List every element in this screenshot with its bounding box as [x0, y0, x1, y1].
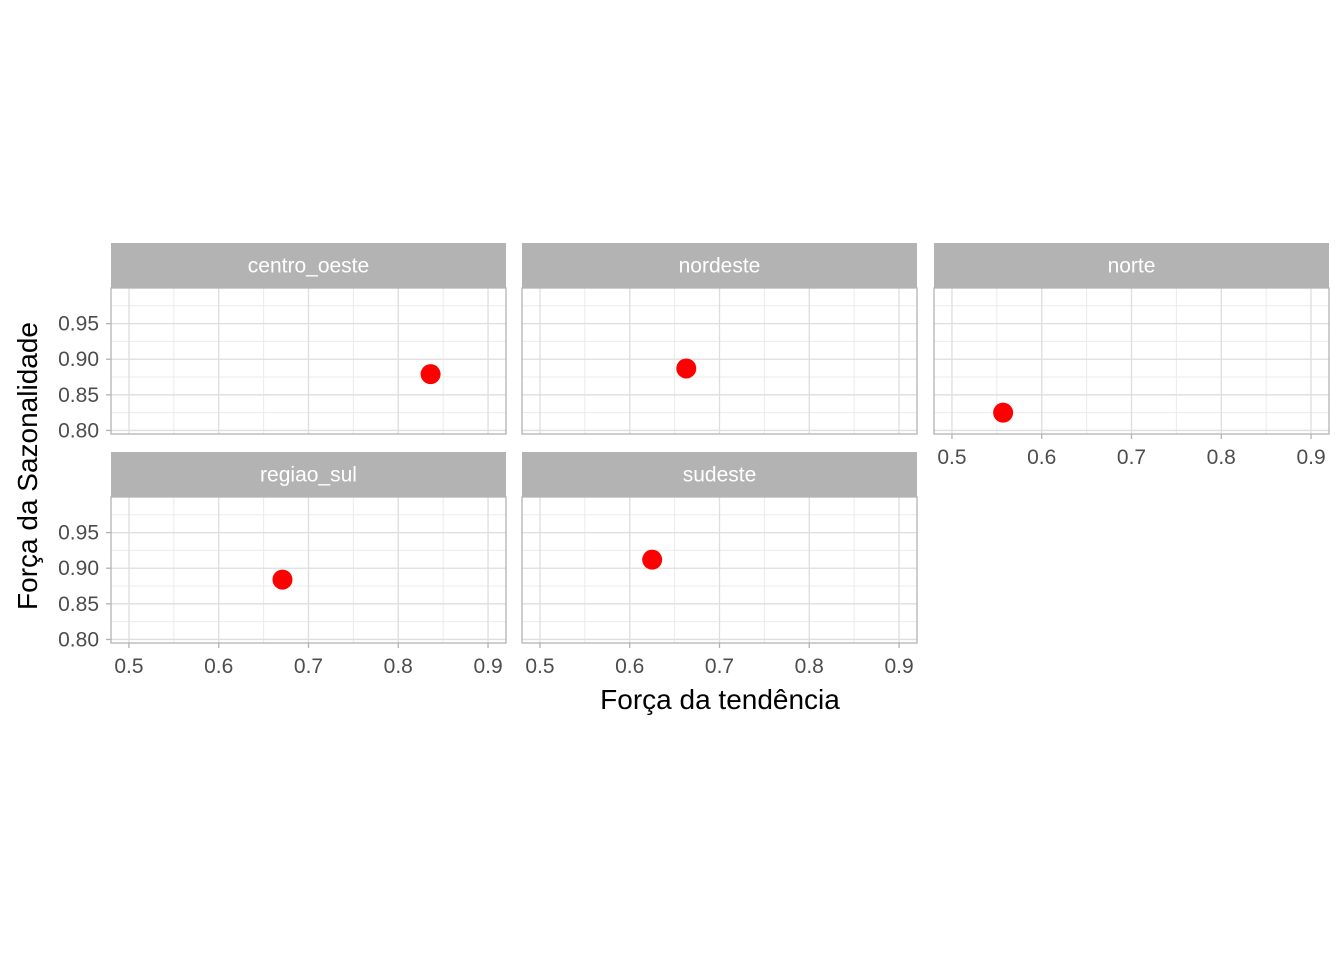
- y-tick-label: 0.80: [58, 628, 99, 651]
- x-tick-label: 0.6: [1027, 446, 1056, 469]
- y-tick-label: 0.80: [58, 419, 99, 442]
- strip-background: [111, 452, 506, 497]
- panel-sudeste: sudeste 0.5 0.6 0.7 0.8 0.9: [521, 452, 918, 678]
- strip-label: nordeste: [679, 255, 761, 278]
- strip-background: [934, 243, 1329, 288]
- y-tick-label: 0.90: [58, 348, 99, 371]
- strip-label: norte: [1108, 255, 1156, 278]
- data-point-nordeste: [676, 358, 697, 379]
- y-tick-label: 0.90: [58, 557, 99, 580]
- x-tick-label: 0.7: [1117, 446, 1146, 469]
- x-axis-title: Força da tendência: [600, 684, 840, 715]
- x-tick-label: 0.5: [114, 655, 143, 678]
- panel-norte: norte 0.5 0.6 0.7 0.8 0.9: [933, 243, 1330, 469]
- x-tick-label: 0.6: [615, 655, 644, 678]
- strip-label: regiao_sul: [260, 464, 357, 487]
- y-tick-label: 0.85: [58, 384, 99, 407]
- data-point-sudeste: [642, 549, 663, 570]
- panel-regiao_sul: regiao_sul 0.80 0.85 0.90 0.95 0.5 0.6 0.7 0.8 0.…: [58, 452, 507, 678]
- strip-label: centro_oeste: [248, 255, 369, 278]
- x-tick-label: 0.8: [384, 655, 413, 678]
- x-tick-label: 0.8: [1207, 446, 1236, 469]
- x-tick-label: 0.9: [1296, 446, 1325, 469]
- x-tick-label: 0.7: [294, 655, 323, 678]
- panel-border: [521, 287, 918, 435]
- x-tick-label: 0.5: [937, 446, 966, 469]
- data-point-centro_oeste: [420, 364, 441, 385]
- x-tick-label: 0.7: [705, 655, 734, 678]
- panels: centro_oeste 0.80 0.85 0.90 0.95 nordeste nort…: [58, 243, 1330, 678]
- panel-centro_oeste: centro_oeste 0.80 0.85 0.90 0.95: [58, 243, 507, 442]
- y-tick-label: 0.95: [58, 522, 99, 545]
- x-tick-label: 0.9: [884, 655, 913, 678]
- x-tick-label: 0.8: [795, 655, 824, 678]
- x-tick-label: 0.6: [204, 655, 233, 678]
- strip-background: [111, 243, 506, 288]
- data-point-regiao_sul: [272, 569, 293, 590]
- y-tick-label: 0.95: [58, 313, 99, 336]
- x-tick-label: 0.9: [473, 655, 502, 678]
- strip-background: [522, 243, 917, 288]
- strip-background: [522, 452, 917, 497]
- data-point-norte: [993, 402, 1014, 423]
- panel-border: [110, 287, 507, 435]
- y-axis-title: Força da Sazonalidade: [12, 322, 43, 610]
- panel-nordeste: nordeste: [521, 243, 918, 435]
- y-tick-label: 0.85: [58, 593, 99, 616]
- x-tick-label: 0.5: [525, 655, 554, 678]
- strip-label: sudeste: [683, 464, 757, 487]
